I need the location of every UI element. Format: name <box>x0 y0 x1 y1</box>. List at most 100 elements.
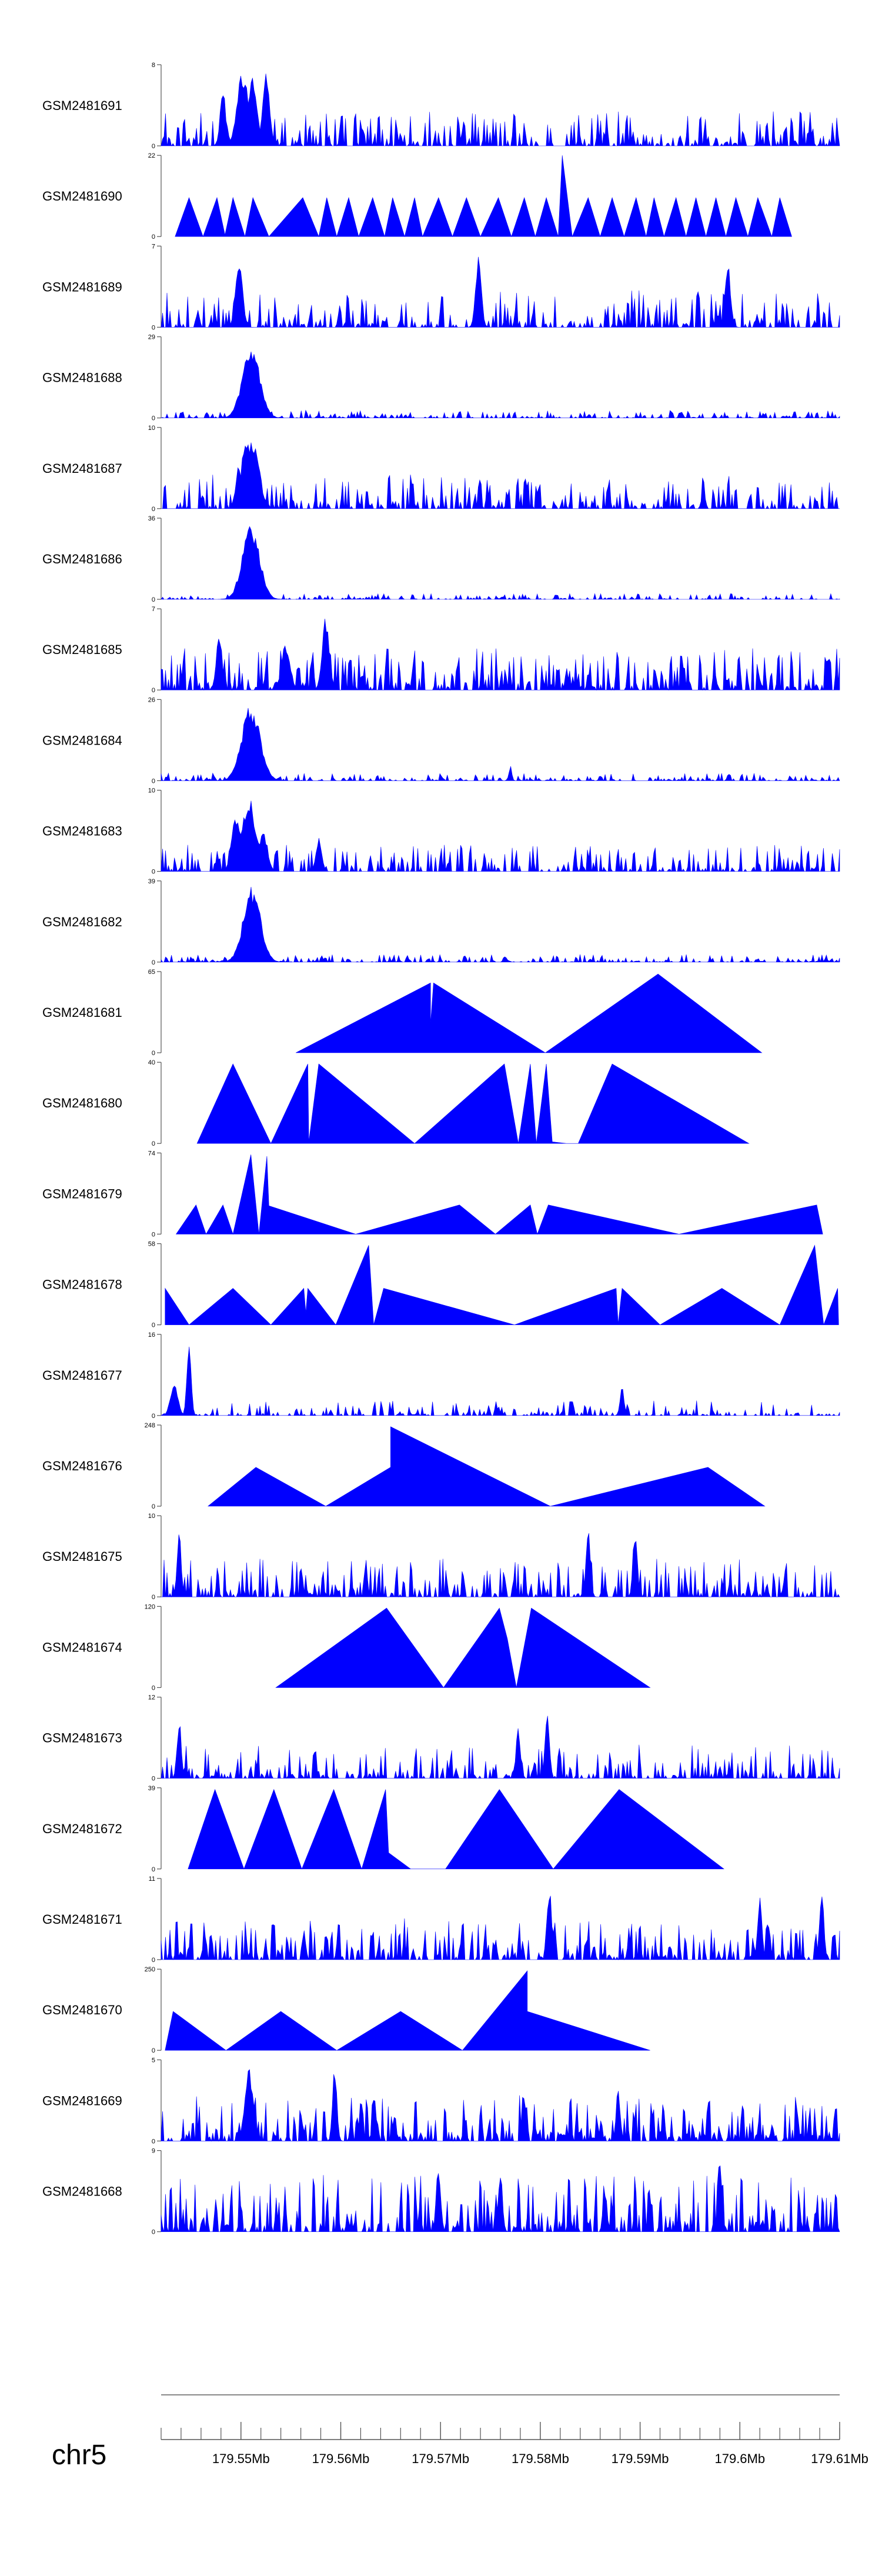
y-min-label: 0 <box>152 1231 155 1238</box>
y-max-label: 36 <box>148 515 155 522</box>
y-min-label: 0 <box>152 2138 155 2145</box>
y-max-label: 11 <box>149 1876 155 1883</box>
signal-area <box>295 973 763 1053</box>
signal-area <box>196 1063 750 1144</box>
track-GSM2481671: GSM2481671 11 0 <box>42 1876 840 1964</box>
track-GSM2481686: GSM2481686 36 0 <box>42 515 840 603</box>
y-min-label: 0 <box>152 1866 155 1873</box>
track-GSM2481672: GSM2481672 39 0 <box>42 1785 724 1873</box>
y-min-label: 0 <box>152 2047 155 2054</box>
y-max-label: 7 <box>152 243 155 250</box>
y-max-label: 7 <box>152 606 155 613</box>
y-min-label: 0 <box>152 1684 155 1691</box>
tracks-layer: GSM248169180GSM2481690220GSM248168970GSM… <box>42 62 840 2236</box>
y-min-label: 0 <box>152 1140 155 1147</box>
track-label: GSM2481678 <box>42 1277 122 1292</box>
signal-area <box>161 1896 840 1961</box>
y-max-label: 65 <box>148 969 155 976</box>
signal-area <box>161 1533 840 1598</box>
signal-area <box>175 155 792 238</box>
track-GSM2481675: GSM2481675 10 0 <box>42 1513 840 1601</box>
chromosome-label: chr5 <box>52 2440 106 2471</box>
track-GSM2481683: GSM2481683 10 0 <box>42 788 840 876</box>
track-label: GSM2481690 <box>42 189 122 203</box>
signal-area <box>165 1970 650 2051</box>
track-label: GSM2481687 <box>42 461 122 476</box>
track-label: GSM2481673 <box>42 1731 122 1746</box>
signal-area <box>188 1788 724 1870</box>
y-max-label: 22 <box>148 152 155 159</box>
track-label: GSM2481677 <box>42 1368 122 1383</box>
y-max-label: 74 <box>148 1150 155 1157</box>
track-label: GSM2481681 <box>42 1005 122 1020</box>
y-max-label: 250 <box>145 1966 155 1973</box>
track-label: GSM2481676 <box>42 1459 122 1473</box>
y-min-label: 0 <box>152 1050 155 1057</box>
track-label: GSM2481682 <box>42 915 122 929</box>
y-min-label: 0 <box>152 1503 155 1510</box>
track-GSM2481677: GSM2481677 16 0 <box>42 1332 840 1420</box>
track-GSM2481669: GSM2481669 5 0 <box>42 2057 840 2145</box>
y-min-label: 0 <box>152 143 155 150</box>
y-max-label: 10 <box>148 425 155 432</box>
y-min-label: 0 <box>152 506 155 513</box>
track-GSM2481681: GSM2481681 65 0 <box>42 969 763 1057</box>
x-axis-tick-label: 179.56Mb <box>312 2451 370 2466</box>
track-label: GSM2481684 <box>42 733 122 748</box>
signal-area <box>161 708 840 782</box>
track-label: GSM2481675 <box>42 1549 122 1564</box>
y-max-label: 39 <box>148 878 155 885</box>
track-GSM2481668: GSM2481668 9 0 <box>42 2148 840 2236</box>
signal-area <box>161 619 840 691</box>
track-label: GSM2481670 <box>42 2003 122 2017</box>
track-label: GSM2481689 <box>42 279 122 294</box>
y-max-label: 120 <box>145 1603 155 1610</box>
track-label: GSM2481669 <box>42 2093 122 2108</box>
y-max-label: 26 <box>148 696 155 703</box>
track-label: GSM2481679 <box>42 1186 122 1201</box>
track-label: GSM2481685 <box>42 642 122 657</box>
track-GSM2481687: GSM2481687 10 0 <box>42 425 840 513</box>
signal-area <box>161 442 840 509</box>
track-GSM2481682: GSM2481682 39 0 <box>42 878 840 966</box>
track-GSM2481685: GSM2481685 7 0 <box>42 606 840 694</box>
track-GSM2481691: GSM2481691 8 0 <box>42 62 840 150</box>
y-max-label: 10 <box>148 788 155 795</box>
y-min-label: 0 <box>152 324 155 331</box>
y-min-label: 0 <box>152 1957 155 1964</box>
track-GSM2481680: GSM2481680 40 0 <box>42 1059 750 1147</box>
y-max-label: 5 <box>152 2057 155 2064</box>
track-GSM2481674: GSM2481674 120 0 <box>42 1603 651 1691</box>
track-GSM2481690: GSM2481690 22 0 <box>42 152 792 241</box>
track-label: GSM2481683 <box>42 824 122 839</box>
x-axis-tick-label: 179.6Mb <box>714 2451 765 2466</box>
signal-area <box>161 2165 840 2233</box>
y-max-label: 29 <box>148 334 155 341</box>
track-GSM2481689: GSM2481689 7 0 <box>42 243 840 331</box>
y-min-label: 0 <box>152 1322 155 1329</box>
y-max-label: 16 <box>148 1332 155 1339</box>
y-min-label: 0 <box>152 869 155 876</box>
y-max-label: 248 <box>145 1422 155 1429</box>
signal-area <box>161 887 840 963</box>
track-GSM2481688: GSM2481688 29 0 <box>42 334 840 422</box>
track-GSM2481679: GSM2481679 74 0 <box>42 1150 823 1238</box>
y-min-label: 0 <box>152 959 155 966</box>
track-label: GSM2481668 <box>42 2184 122 2199</box>
y-min-label: 0 <box>152 1413 155 1420</box>
track-label: GSM2481674 <box>42 1640 122 1654</box>
signal-area <box>175 1154 823 1235</box>
y-min-label: 0 <box>152 596 155 603</box>
track-label: GSM2481691 <box>42 98 122 113</box>
track-GSM2481684: GSM2481684 26 0 <box>42 696 840 785</box>
y-max-label: 8 <box>152 62 155 69</box>
y-min-label: 0 <box>152 778 155 785</box>
y-min-label: 0 <box>152 2229 155 2236</box>
signal-area <box>275 1607 651 1688</box>
track-label: GSM2481686 <box>42 552 122 566</box>
y-min-label: 0 <box>152 415 155 422</box>
track-label: GSM2481680 <box>42 1096 122 1110</box>
signal-area <box>161 1346 840 1416</box>
y-min-label: 0 <box>152 687 155 694</box>
y-max-label: 10 <box>148 1513 155 1520</box>
